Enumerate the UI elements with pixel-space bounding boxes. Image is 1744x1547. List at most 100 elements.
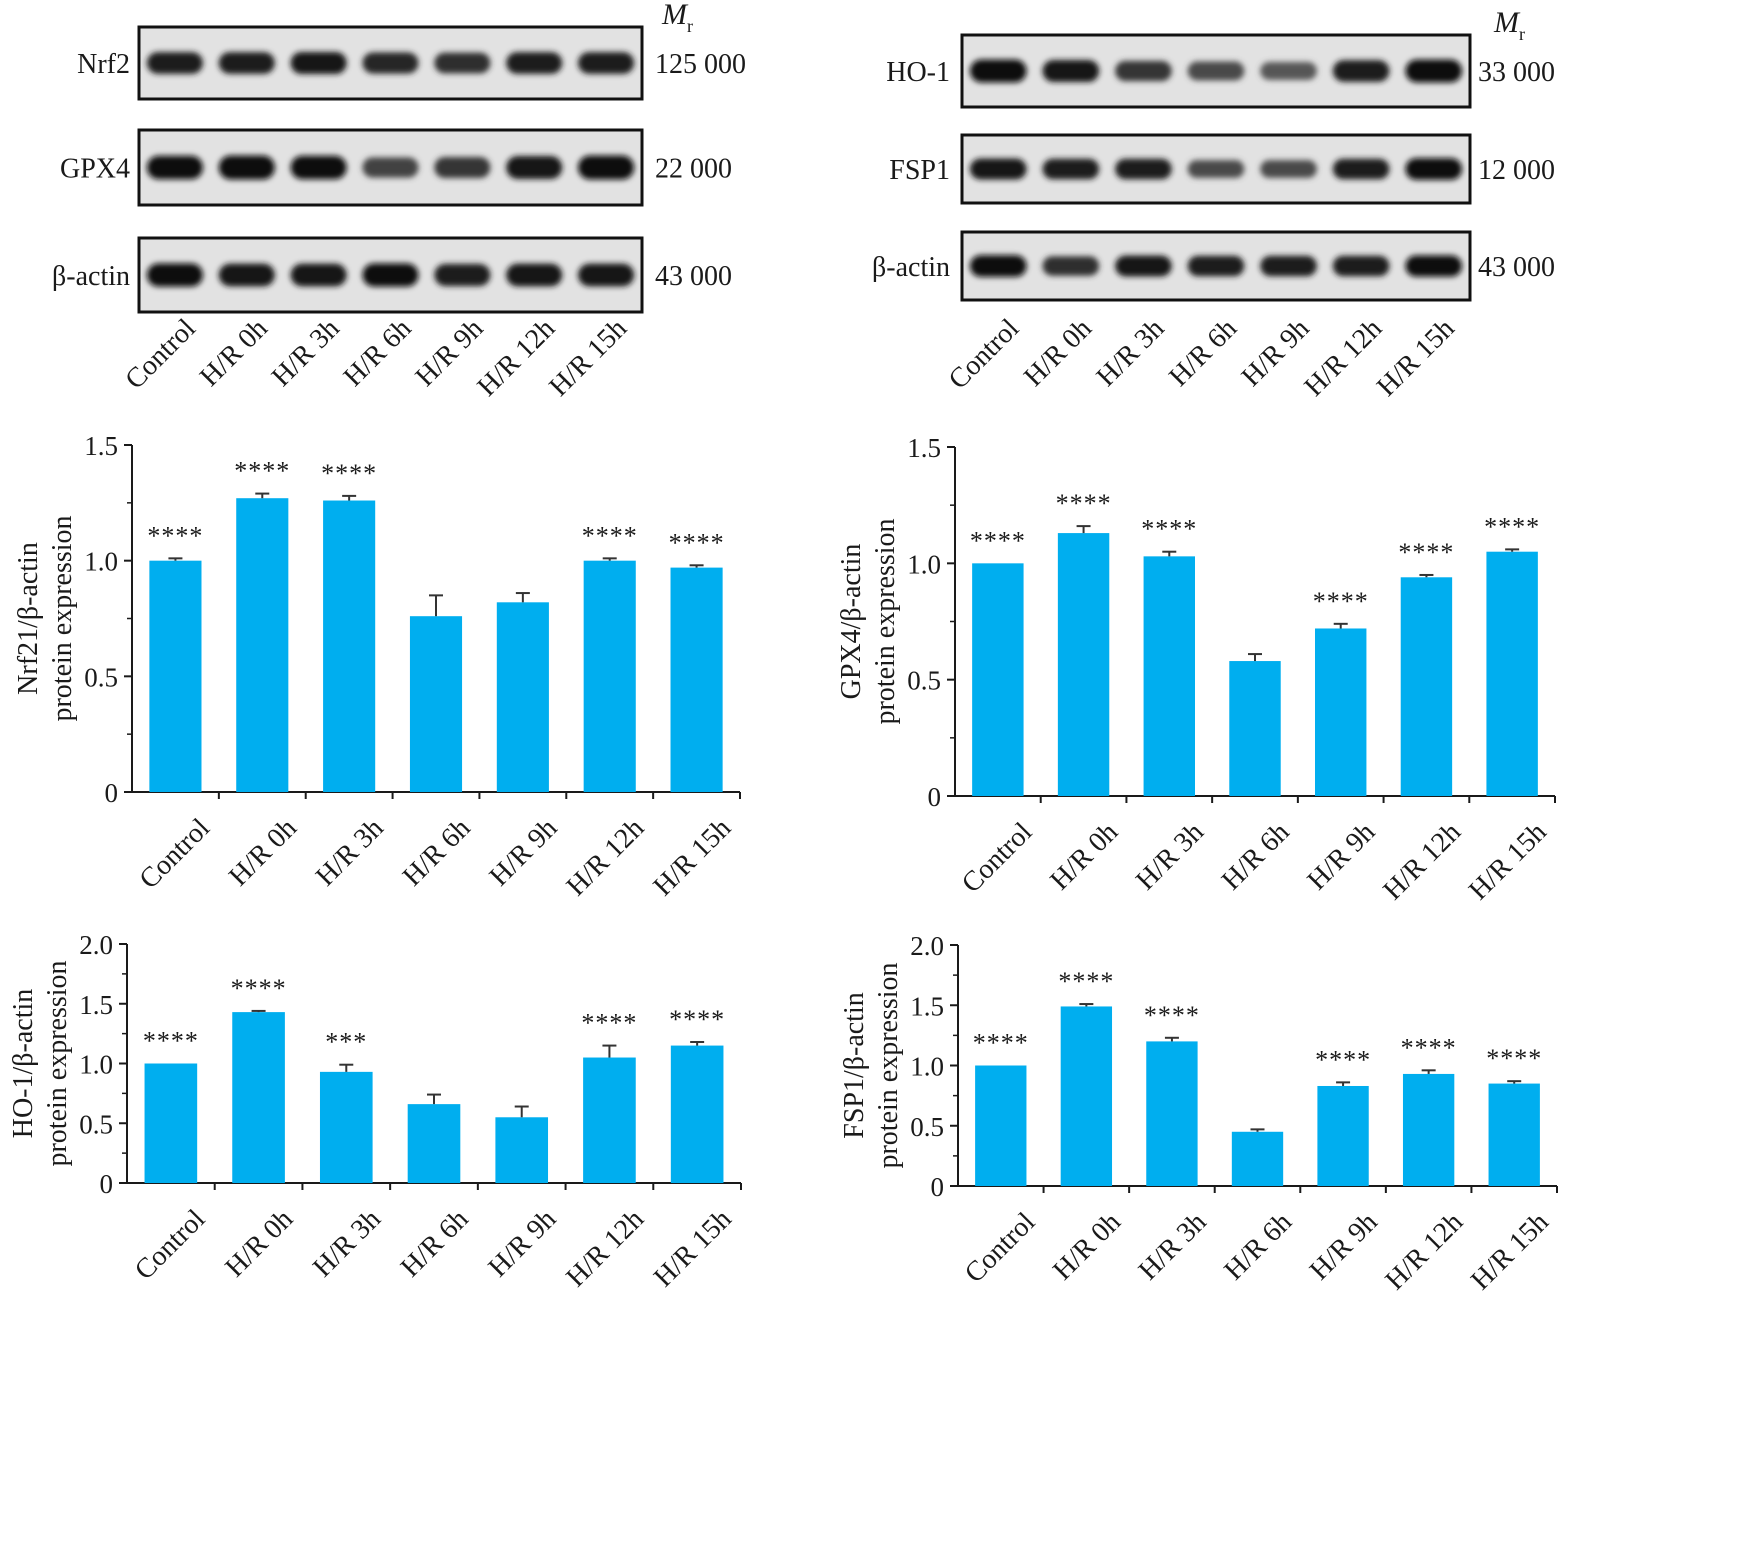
blot-band	[506, 263, 563, 287]
lane-label: H/R 3h	[1091, 313, 1171, 393]
significance-label: ****	[1401, 1033, 1457, 1062]
x-tick-label: H/R 9h	[484, 813, 564, 893]
significance-label: ****	[1056, 489, 1112, 518]
x-tick-label: H/R 3h	[1133, 1207, 1213, 1287]
y-tick-label: 1.5	[84, 431, 118, 461]
significance-label: ****	[1141, 515, 1197, 544]
lane-label: H/R 12h	[472, 313, 562, 403]
blot-band	[290, 263, 347, 287]
x-tick-label: H/R 15h	[1463, 817, 1553, 907]
mr-label: Mr	[661, 0, 693, 36]
blot-band	[1042, 59, 1100, 83]
bar	[1402, 1073, 1455, 1186]
blot-band	[578, 263, 635, 287]
significance-label: ****	[1315, 1045, 1371, 1074]
significance-label: ****	[582, 521, 638, 550]
bar	[144, 1063, 198, 1183]
bar	[495, 1117, 549, 1183]
bar	[232, 1012, 285, 1183]
blot-band	[1115, 158, 1172, 180]
y-tick-label: 0.5	[907, 666, 941, 696]
bar	[670, 1045, 724, 1183]
blot-band	[290, 51, 347, 75]
x-tick-label: H/R 6h	[397, 813, 477, 893]
y-axis-label-line2: protein expression	[873, 962, 904, 1168]
bar	[1486, 551, 1538, 796]
lane-label: H/R 12h	[1299, 313, 1389, 403]
bar	[236, 498, 289, 792]
y-tick-label: 1.0	[907, 549, 941, 579]
bar	[583, 1057, 636, 1183]
bar	[323, 500, 376, 792]
x-tick-label: H/R 12h	[1380, 1207, 1470, 1297]
y-tick-label: 1.5	[79, 990, 113, 1020]
molecular-weight-label: 125 000	[655, 49, 746, 80]
y-axis-label-line1: FSP1/β-actin	[839, 992, 870, 1138]
molecular-weight-label: 22 000	[655, 154, 732, 185]
molecular-weight-label: 43 000	[1478, 252, 1555, 283]
y-tick-label: 1.0	[79, 1050, 113, 1080]
protein-label: HO-1	[886, 57, 950, 88]
protein-label: β-actin	[52, 261, 130, 292]
blot-band	[1405, 158, 1463, 180]
bar-chart-nrf2: 0 0.5 1.0 1.5 Nrf21/β-actin protein expressio…	[13, 431, 741, 903]
significance-label: ****	[234, 457, 290, 486]
y-axis-label-line1: GPX4/β-actin	[836, 544, 867, 700]
y-tick-label: 1.0	[910, 1052, 944, 1082]
lane-label: H/R 15h	[543, 313, 633, 403]
x-tick-label: H/R 3h	[1130, 817, 1210, 897]
molecular-weight-label: 33 000	[1478, 57, 1555, 88]
blot-band	[1187, 160, 1245, 178]
x-tick-label: H/R 6h	[395, 1204, 475, 1284]
molecular-weight-label: 43 000	[655, 261, 732, 292]
blot-band	[1115, 60, 1172, 82]
y-tick-label: 0	[931, 1172, 945, 1202]
x-tick-label: H/R 6h	[1218, 1207, 1298, 1287]
bar	[1057, 533, 1110, 796]
blot-band	[434, 156, 491, 179]
blot-band	[1405, 255, 1463, 277]
significance-label: ****	[147, 521, 203, 550]
y-axis-label-line1: HO-1/β-actin	[8, 989, 39, 1139]
protein-label: FSP1	[889, 155, 950, 186]
significance-label: ****	[321, 459, 377, 488]
molecular-weight-label: 12 000	[1478, 155, 1555, 186]
western-blot-right: Mr HO-1 33 000 FSP1 12 000 β-actin 43 000 Contr…	[872, 6, 1555, 403]
y-tick-label: 1.0	[84, 547, 118, 577]
x-tick-label: H/R 3h	[307, 1204, 387, 1284]
bar	[1400, 577, 1453, 796]
significance-label: ****	[1144, 1001, 1200, 1030]
blot-band	[290, 155, 347, 180]
blot-band	[434, 52, 491, 74]
significance-label: ****	[143, 1027, 199, 1056]
blot-band	[218, 263, 275, 287]
blot-band	[969, 59, 1027, 83]
significance-label: ****	[973, 1029, 1029, 1058]
bar	[583, 560, 636, 792]
protein-label: β-actin	[872, 252, 950, 283]
significance-label: ****	[669, 1005, 725, 1034]
bar	[1143, 556, 1195, 796]
blot-band	[146, 52, 203, 74]
lane-label: H/R 3h	[266, 313, 346, 393]
x-tick-label: H/R 9h	[1302, 817, 1382, 897]
bar	[1231, 1131, 1284, 1186]
bar	[496, 602, 549, 792]
blot-band	[362, 157, 419, 178]
y-tick-label: 0	[105, 778, 119, 808]
blot-band	[1332, 158, 1390, 180]
bar	[1317, 1085, 1369, 1186]
blot-band	[1260, 160, 1317, 178]
blot-band	[362, 263, 419, 287]
bar	[407, 1104, 461, 1183]
bar	[670, 567, 723, 792]
x-tick-label: H/R 15h	[648, 813, 738, 903]
significance-label: ****	[1486, 1044, 1542, 1073]
y-tick-label: 0.5	[84, 662, 118, 692]
y-tick-label: 0	[100, 1169, 114, 1199]
bar	[149, 560, 202, 792]
y-tick-label: 2.0	[79, 930, 113, 960]
x-tick-label: H/R 0h	[1044, 817, 1124, 897]
y-tick-label: 0.5	[79, 1109, 113, 1139]
